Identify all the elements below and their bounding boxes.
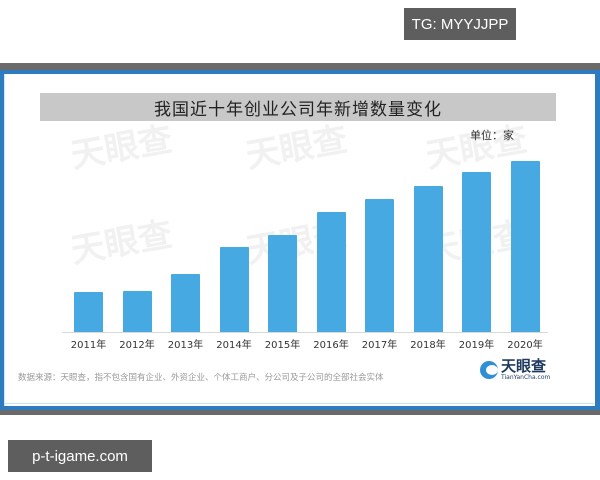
chart-panel [4, 74, 595, 406]
x-tick-label: 2017年 [361, 340, 398, 351]
x-tick-label: 2018年 [410, 340, 446, 351]
unit-label: 单位：家 [470, 129, 514, 142]
x-tick-label: 2011年 [70, 340, 107, 351]
bar-chart [62, 150, 548, 332]
divider [4, 403, 594, 404]
bar [219, 247, 249, 332]
bar [413, 186, 443, 332]
x-axis-line [62, 332, 548, 333]
bar [510, 161, 540, 332]
source-note: 数据来源：天眼查，指不包含国有企业、外资企业、个体工商户、分公司及子公司的全部社… [18, 373, 384, 383]
x-tick-label: 2016年 [313, 340, 349, 351]
bar [122, 291, 152, 332]
brand-logo: 天眼查 TianYanCha.com [480, 358, 550, 382]
x-tick-label: 2012年 [119, 340, 155, 351]
x-tick-label: 2014年 [216, 340, 252, 351]
x-tick-label: 2015年 [264, 340, 301, 351]
brand-logo-icon [480, 361, 498, 379]
brand-name-cn: 天眼查 [501, 357, 547, 375]
x-tick-label: 2019年 [458, 340, 495, 351]
chart-title: 我国近十年创业公司年新增数量变化 [40, 93, 556, 121]
bar [462, 172, 491, 332]
x-tick-label: 2013年 [167, 340, 204, 351]
bar [268, 235, 297, 332]
bar [316, 212, 346, 332]
brand-name-en: TianYanCha.com [501, 374, 551, 381]
bar [365, 199, 394, 332]
x-tick-label: 2020年 [507, 340, 543, 351]
watermark-tag-top: TG: MYYJJPP [404, 8, 516, 40]
bar [171, 274, 200, 332]
bar [74, 292, 103, 332]
watermark-tag-bottom: p-t-igame.com [8, 440, 152, 472]
